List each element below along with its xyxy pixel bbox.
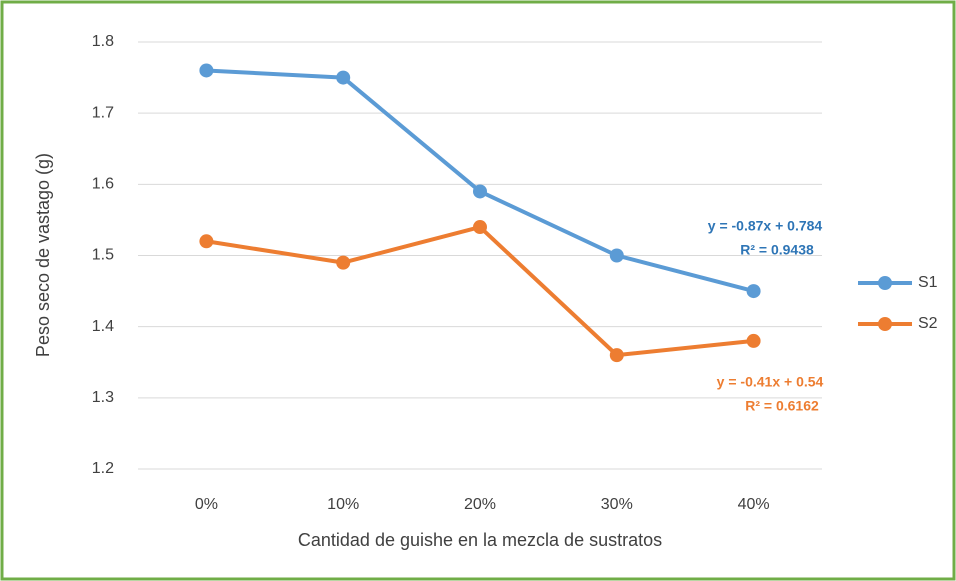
trendline-r2: R² = 0.9438 — [740, 242, 814, 258]
data-point — [336, 70, 351, 85]
data-point — [336, 255, 351, 270]
x-tick-label: 40% — [738, 496, 770, 513]
y-tick-label: 1.3 — [92, 389, 114, 406]
x-tick-label: 0% — [195, 496, 218, 513]
x-tick-label: 10% — [327, 496, 359, 513]
data-point — [473, 220, 487, 235]
legend-label: S1 — [918, 274, 938, 291]
trendline-equation: y = -0.41x + 0.54 — [717, 374, 824, 390]
data-point — [746, 333, 761, 348]
y-axis-title: Peso seco de vastago (g) — [33, 153, 53, 357]
trendline-equation: y = -0.87x + 0.784 — [708, 218, 823, 234]
y-tick-label: 1.7 — [92, 104, 114, 121]
y-tick-label: 1.2 — [92, 460, 114, 477]
data-point — [746, 284, 761, 299]
x-tick-label: 20% — [464, 496, 496, 513]
y-tick-label: 1.8 — [92, 33, 114, 50]
trendline-r2: R² = 0.6162 — [745, 398, 819, 414]
y-tick-label: 1.5 — [92, 247, 114, 264]
legend-label: S2 — [918, 315, 938, 332]
data-point — [609, 248, 624, 263]
x-tick-label: 30% — [601, 496, 633, 513]
data-point — [199, 63, 214, 78]
y-tick-label: 1.4 — [92, 318, 114, 335]
data-point — [609, 348, 624, 363]
data-point — [199, 234, 214, 249]
legend-marker — [878, 276, 892, 290]
data-point — [473, 184, 487, 199]
y-tick-label: 1.6 — [92, 176, 114, 193]
x-axis-title: Cantidad de guishe en la mezcla de sustr… — [298, 530, 662, 550]
legend-marker — [878, 317, 892, 331]
